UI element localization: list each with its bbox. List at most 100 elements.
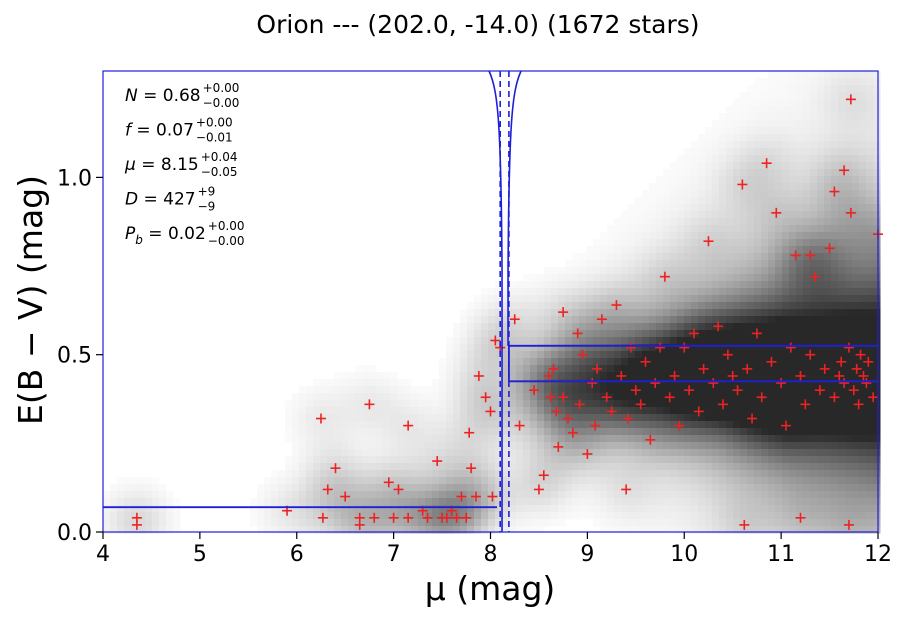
x-tick-label: 12: [864, 542, 892, 567]
data-point: [364, 399, 375, 410]
data-point: [548, 363, 559, 374]
data-point: [480, 392, 491, 403]
x-axis-ticks: 4 5 6 7 8 9 10 11 12: [96, 532, 892, 567]
data-point: [403, 512, 414, 523]
annotation-4-plus: +0.00: [208, 219, 245, 233]
data-point: [853, 399, 864, 410]
data-point: [340, 491, 351, 502]
data-point: [839, 165, 850, 176]
data-point: [601, 392, 612, 403]
annotation-3: D = 427: [125, 190, 196, 210]
data-point: [538, 470, 549, 481]
data-point: [747, 413, 758, 424]
data-point: [737, 179, 748, 190]
data-point: [456, 491, 467, 502]
data-point: [851, 363, 862, 374]
data-point: [861, 378, 872, 389]
data-point: [814, 385, 825, 396]
data-point: [533, 484, 544, 495]
data-point: [805, 349, 816, 360]
data-point: [403, 420, 414, 431]
chart-title: Orion --- (202.0, -14.0) (1672 stars): [256, 10, 699, 39]
data-point: [829, 186, 840, 197]
data-point: [625, 342, 636, 353]
data-point: [393, 484, 404, 495]
x-tick-label: 9: [580, 542, 594, 567]
annotation-3-plus: +9: [198, 185, 216, 199]
data-point: [635, 399, 646, 410]
data-point: [441, 512, 452, 523]
data-point: [432, 456, 443, 467]
data-point: [845, 94, 856, 105]
data-point: [698, 363, 709, 374]
annotation-0: N = 0.68: [125, 86, 201, 106]
y-axis-ticks: 0.0 0.5 1.0: [57, 166, 103, 546]
data-point: [756, 392, 767, 403]
y-tick-label: 1.0: [57, 166, 92, 191]
data-point: [582, 448, 593, 459]
data-point: [790, 250, 801, 261]
data-point: [383, 477, 394, 488]
data-point: [514, 420, 525, 431]
annotation-2-plus: +0.04: [201, 150, 238, 164]
model-lines: [103, 70, 878, 532]
data-point: [810, 271, 821, 282]
data-point: [461, 512, 472, 523]
data-point: [824, 243, 835, 254]
y-tick-label: 0.5: [57, 344, 92, 369]
data-point: [761, 158, 772, 169]
annotation-2-minus: −0.05: [201, 165, 238, 179]
annotation-4-minus: −0.00: [208, 234, 245, 248]
annotation-0-minus: −0.00: [203, 96, 240, 110]
step-curve: [488, 70, 522, 532]
data-point: [843, 342, 854, 353]
y-tick-label: 0.0: [57, 521, 92, 546]
star-points: [131, 94, 883, 530]
data-point: [545, 392, 556, 403]
data-point: [131, 519, 142, 530]
data-point: [464, 427, 475, 438]
annotation-1-minus: −0.01: [196, 131, 233, 145]
x-tick-label: 11: [767, 542, 795, 567]
data-point: [422, 512, 433, 523]
annotation-1-plus: +0.00: [196, 116, 233, 130]
x-tick-label: 4: [96, 542, 110, 567]
data-point: [664, 392, 675, 403]
data-point: [388, 512, 399, 523]
annotation-3-minus: −9: [198, 200, 216, 214]
data-point: [829, 392, 840, 403]
annotation-2: μ = 8.15: [124, 155, 199, 175]
data-point: [722, 349, 733, 360]
annotation-1: f = 0.07: [125, 121, 194, 141]
data-point: [473, 370, 484, 381]
data-point: [819, 363, 830, 374]
data-point: [863, 356, 874, 367]
data-point: [563, 413, 573, 424]
data-point: [785, 342, 796, 353]
data-point: [592, 363, 603, 374]
data-point: [848, 385, 859, 396]
data-point: [650, 378, 661, 389]
data-point: [485, 406, 496, 417]
data-point: [596, 314, 607, 325]
data-point: [623, 413, 634, 424]
data-point: [713, 321, 724, 332]
data-point: [679, 342, 690, 353]
data-point: [674, 420, 685, 431]
data-point: [451, 512, 462, 523]
data-point: [574, 399, 585, 410]
data-point: [805, 250, 816, 261]
data-point: [839, 378, 850, 389]
data-point: [751, 328, 762, 339]
data-point: [742, 363, 753, 374]
data-point: [655, 342, 666, 353]
x-tick-label: 5: [193, 542, 207, 567]
data-point: [845, 207, 856, 218]
data-point: [577, 349, 588, 360]
data-point: [611, 300, 622, 311]
data-point: [834, 370, 845, 381]
data-point: [487, 491, 498, 502]
data-point: [470, 491, 481, 502]
data-point: [659, 271, 670, 282]
data-point: [795, 370, 806, 381]
